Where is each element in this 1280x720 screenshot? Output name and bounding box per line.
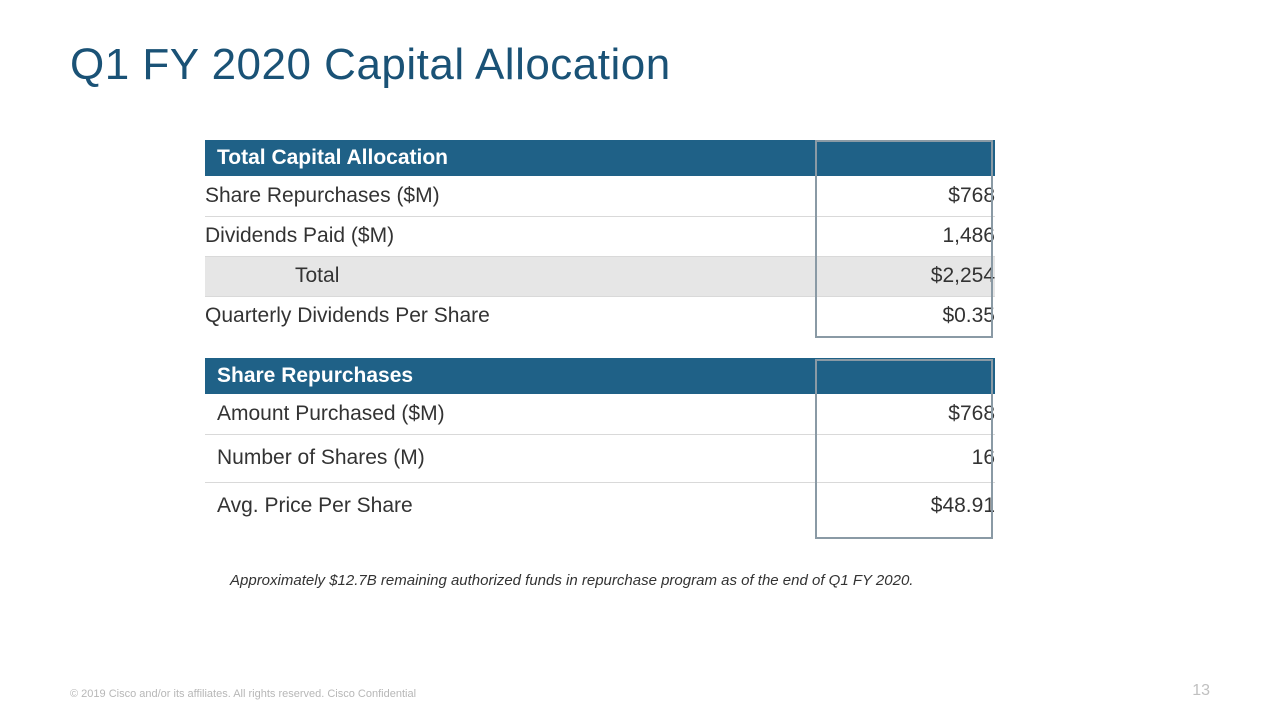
tables-container: Total Capital Allocation Share Repurchas… — [205, 140, 995, 530]
row-label: Dividends Paid ($M) — [205, 216, 805, 256]
row-label: Amount Purchased ($M) — [205, 394, 805, 434]
row-label: Avg. Price Per Share — [205, 482, 805, 530]
section1-header-row: Total Capital Allocation — [205, 140, 995, 176]
copyright-text: © 2019 Cisco and/or its affiliates. All … — [70, 688, 416, 700]
footnote: Approximately $12.7B remaining authorize… — [230, 572, 1210, 589]
table-row: Avg. Price Per Share $48.91 — [205, 482, 995, 530]
page-number: 13 — [1192, 682, 1210, 700]
table-row: Amount Purchased ($M) $768 — [205, 394, 995, 434]
table-row: Quarterly Dividends Per Share $0.35 — [205, 296, 995, 336]
slide: Q1 FY 2020 Capital Allocation Total Capi… — [0, 0, 1280, 720]
row-value: 1,486 — [805, 216, 995, 256]
section2-header-row: Share Repurchases — [205, 358, 995, 394]
section2-header: Share Repurchases — [205, 358, 995, 394]
row-value: $48.91 — [805, 482, 995, 530]
table-row: Number of Shares (M) 16 — [205, 434, 995, 482]
row-label: Number of Shares (M) — [205, 434, 805, 482]
total-row: Total $2,254 — [205, 256, 995, 296]
row-value: 16 — [805, 434, 995, 482]
table-row: Dividends Paid ($M) 1,486 — [205, 216, 995, 256]
slide-title: Q1 FY 2020 Capital Allocation — [70, 40, 1210, 90]
total-label: Total — [205, 256, 805, 296]
total-value: $2,254 — [805, 256, 995, 296]
row-value: $768 — [805, 176, 995, 216]
row-value: $0.35 — [805, 296, 995, 336]
footer: © 2019 Cisco and/or its affiliates. All … — [70, 688, 1210, 700]
section1-header: Total Capital Allocation — [205, 140, 995, 176]
row-label: Quarterly Dividends Per Share — [205, 296, 805, 336]
allocation-table: Total Capital Allocation Share Repurchas… — [205, 140, 995, 530]
row-label: Share Repurchases ($M) — [205, 176, 805, 216]
table-row: Share Repurchases ($M) $768 — [205, 176, 995, 216]
spacer — [205, 336, 995, 358]
row-value: $768 — [805, 394, 995, 434]
